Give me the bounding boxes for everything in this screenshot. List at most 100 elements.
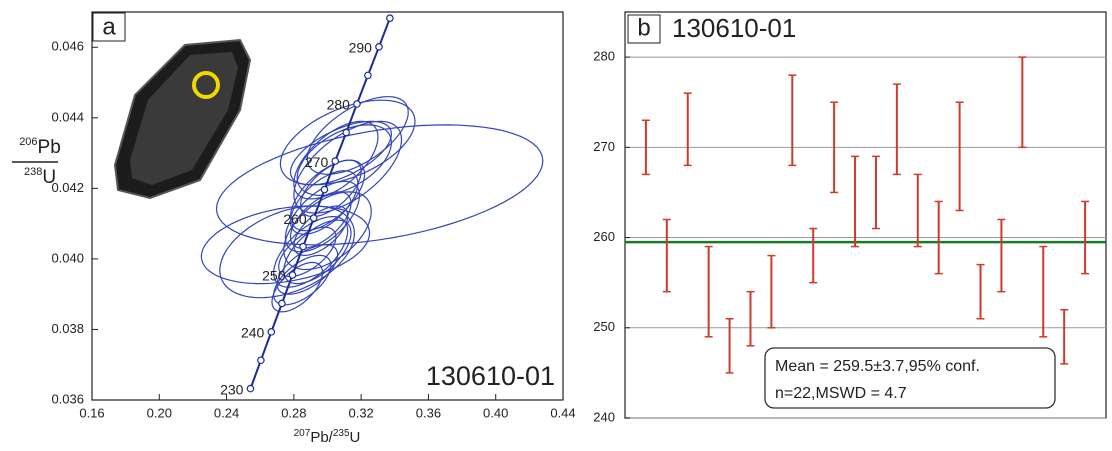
age-label: 240 [241,325,265,341]
age-label: 280 [327,97,351,113]
y-tick-label: 0.040 [51,250,84,265]
y-tick-label: 240 [593,409,615,424]
y-label-numerator: 206Pb [19,136,61,158]
sample-label: 130610-01 [426,361,555,391]
stats-box [764,347,1056,409]
age-label: 260 [283,211,307,227]
age-marker [342,128,350,137]
age-marker [375,43,383,51]
error-bar [830,101,839,194]
error-ellipse [219,205,356,299]
mass: 235 [333,428,350,439]
age-marker [320,185,329,194]
panel-tag: a [102,13,116,40]
y-tick-label: 0.038 [51,321,84,336]
mass: 206 [19,136,37,148]
x-label: 207Pb/235U [294,428,361,446]
y-tick-label: 0.046 [51,39,84,54]
element: U [42,167,56,188]
error-ellipse [271,261,324,313]
y-tick-label: 250 [593,319,615,334]
zircon-image [113,38,252,200]
y-tick-label: 270 [593,139,615,154]
error-bar [662,218,671,293]
error-bar [704,245,713,338]
x-tick-label: 0.24 [214,405,239,420]
y-tick-label: 0.044 [51,109,84,124]
age-marker [267,328,276,336]
error-bar [934,200,943,275]
error-bar [1060,308,1069,365]
y-tick-label: 0.036 [51,391,84,406]
y-tick-label: 260 [593,229,615,244]
age-marker [386,14,394,22]
age-marker [353,100,361,108]
error-ellipse [284,180,361,253]
mass: 207 [294,428,311,439]
panel-tag-box [92,12,126,42]
error-ellipse [296,124,393,197]
error-bar [892,83,901,176]
error-bar [1018,56,1027,149]
error-bar [851,155,860,248]
panel-title: 130610-01 [672,13,796,43]
panel-tag-box [627,14,661,44]
stats-line: n=22,MSWD = 4.7 [775,385,907,402]
error-bar [1039,245,1048,338]
age-marker [278,299,286,308]
error-bar [955,101,964,212]
error-ellipse [299,159,362,218]
x-tick-label: 0.44 [550,405,575,420]
age-marker [309,214,318,222]
age-marker [257,356,265,365]
age-marker [288,271,297,279]
element: Pb [38,137,61,158]
element: Pb/ [310,429,333,446]
error-bar [997,218,1006,293]
panel-b-plot: 240 250 260 270 280 [593,11,1107,424]
x-tick-label: 0.36 [416,405,441,420]
error-bar [746,290,755,347]
error-ellipse [215,124,544,246]
error-bar [1081,200,1090,275]
plot-frame [91,11,564,401]
mass: 238 [24,166,42,178]
error-bar [913,173,922,248]
x-tick-label: 0.20 [147,405,172,420]
age-marker [246,384,255,393]
error-bar [976,263,985,320]
stats-line: Mean = 259.5±3.7,95% conf. [775,358,980,375]
age-label: 270 [305,154,329,170]
error-ellipse [279,99,416,186]
x-tick-label: 0.32 [348,405,373,420]
error-ellipse [273,254,332,306]
age-marker [331,157,340,165]
error-bar [871,155,880,230]
y-label-denominator: 238U [24,166,56,188]
error-ellipse [273,216,349,288]
error-bar [641,119,650,176]
element: U [350,429,361,446]
age-marker [299,242,307,251]
error-bar [788,74,797,167]
x-tick-label: 0.28 [281,405,306,420]
error-bar [725,318,734,374]
x-tick-label: 0.40 [483,405,508,420]
error-bar [767,254,776,329]
error-bar [809,227,818,284]
panel-tag: b [637,14,650,41]
error-ellipse [306,96,409,175]
error-ellipse [293,120,379,200]
age-marker [364,71,372,80]
age-label: 230 [220,381,244,397]
error-ellipse [278,226,337,278]
x-tick-label: 0.16 [79,405,104,420]
age-label: 250 [262,268,286,284]
error-ellipse [293,120,403,214]
error-ellipse [289,191,352,249]
y-tick-label: 0.042 [51,180,84,195]
age-label: 290 [349,40,373,56]
concordia-curve [249,17,391,389]
error-bar [683,92,692,167]
